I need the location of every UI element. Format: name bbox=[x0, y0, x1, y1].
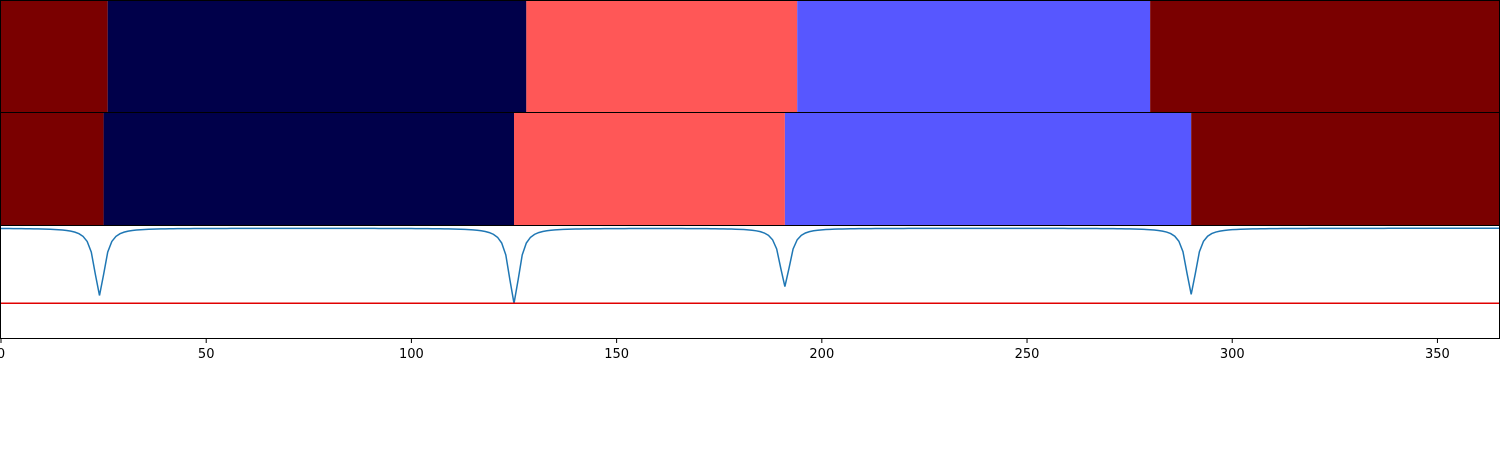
x-tick-label: 0 bbox=[0, 347, 5, 362]
x-axis: 0 50 100 150 200 250 300 350 bbox=[0, 338, 1450, 362]
heatmap-cell bbox=[1191, 113, 1499, 225]
x-tick-label: 100 bbox=[399, 347, 424, 362]
heatmap-cell bbox=[526, 1, 798, 112]
heatmap-cell bbox=[1150, 1, 1499, 112]
heatmap-cell bbox=[797, 1, 1151, 112]
heatmap-cell bbox=[1, 1, 108, 112]
x-tick-label: 200 bbox=[809, 347, 834, 362]
panel-frame bbox=[0, 225, 1500, 339]
x-tick-label: 150 bbox=[604, 347, 629, 362]
line-panel-bottom bbox=[0, 225, 1500, 339]
heatmap-panel-middle bbox=[0, 112, 1500, 226]
heatmap-cell bbox=[107, 1, 527, 112]
x-tick-label: 250 bbox=[1015, 347, 1040, 362]
x-tick-label: 300 bbox=[1220, 347, 1245, 362]
heatmap-cell bbox=[784, 113, 1192, 225]
heatmap-cell bbox=[514, 113, 785, 225]
x-tick-label: 50 bbox=[198, 347, 215, 362]
heatmap-cell bbox=[103, 113, 515, 225]
x-tick-label: 350 bbox=[1425, 347, 1450, 362]
series-line bbox=[0, 227, 1499, 304]
heatmap-panel-top bbox=[0, 0, 1500, 113]
heatmap-cell bbox=[1, 113, 104, 225]
